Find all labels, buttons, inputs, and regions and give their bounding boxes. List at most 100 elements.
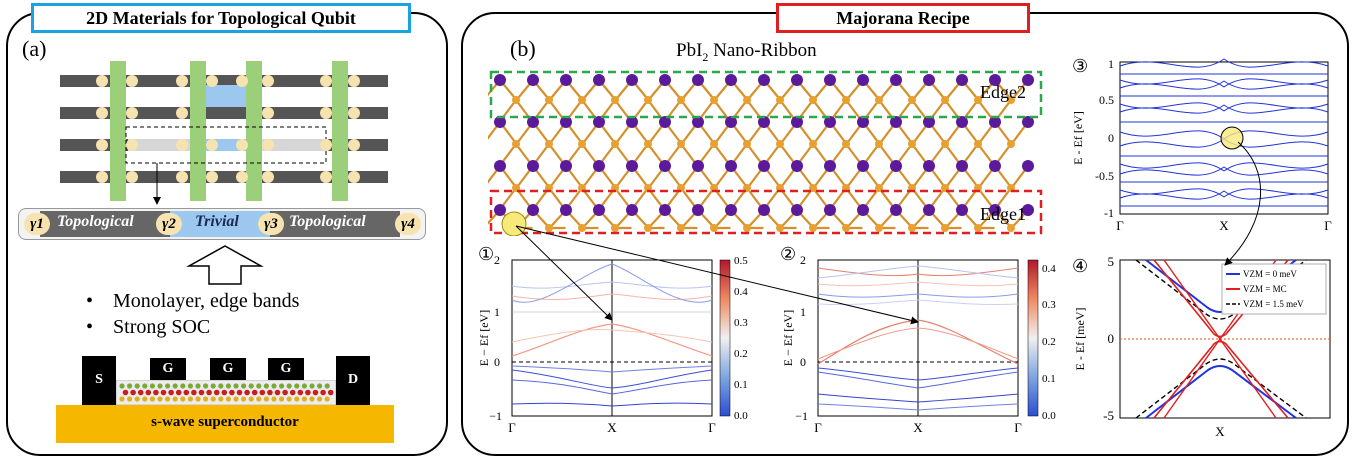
plot2-xtick-2: Γ xyxy=(1014,420,1022,435)
lead-atom xyxy=(875,140,883,148)
lead-atom xyxy=(842,96,850,104)
lead-atom xyxy=(974,140,982,148)
iodine-atom xyxy=(593,204,605,216)
plot3-ytick-2: 0 xyxy=(1108,131,1114,145)
gate-3 xyxy=(268,358,304,380)
gamma-3-label: γ3 xyxy=(258,213,284,235)
iodine-atom xyxy=(527,160,539,172)
ribbon-title-rest: Nano-Ribbon xyxy=(708,40,817,61)
iodine-atom xyxy=(560,116,572,128)
lead-atom xyxy=(545,224,553,232)
lead-atom xyxy=(644,140,652,148)
iodine-atom xyxy=(791,204,803,216)
iodine-atom xyxy=(725,74,737,86)
plot3-ytick-3: -0.5 xyxy=(1095,169,1114,183)
plot2-cbar-3: 0.1 xyxy=(1042,373,1056,385)
iodine-atom xyxy=(1022,160,1034,172)
lead-atom xyxy=(677,140,685,148)
iodine-atom xyxy=(923,116,935,128)
iodine-atom xyxy=(923,160,935,172)
bullet-1: • Monolayer, edge bands xyxy=(86,290,300,312)
iodine-atom xyxy=(692,74,704,86)
plot1-ytick-0: 2 xyxy=(494,253,500,267)
plot4-ylabel: E - Ef [meV] xyxy=(1073,308,1087,371)
iodine-atom xyxy=(692,204,704,216)
plot1-xtick-1: X xyxy=(607,420,617,435)
band-plot-4: VZM = 0 meV VZM = MC VZM = 1.5 meV ④ 5 0… xyxy=(1072,254,1331,439)
substrate-layer xyxy=(56,405,394,443)
iodine-atom xyxy=(659,160,671,172)
topological-segment-left xyxy=(40,211,170,237)
topological-label-left: Topological xyxy=(57,213,134,230)
iodine-atom xyxy=(527,204,539,216)
lead-atom xyxy=(941,96,949,104)
lead-atom xyxy=(644,96,652,104)
gate-2 xyxy=(210,358,246,380)
iodine-atom xyxy=(989,204,1001,216)
lead-atom xyxy=(578,140,586,148)
plot3-xtick-0: Γ xyxy=(1116,218,1124,233)
lead-atom xyxy=(611,140,619,148)
lead-atom xyxy=(710,140,718,148)
plot3-xtick-2: Γ xyxy=(1324,218,1332,233)
iodine-atom xyxy=(791,74,803,86)
iodine-atom xyxy=(593,74,605,86)
iodine-atom xyxy=(494,160,506,172)
plot2-ytick-2: 0 xyxy=(800,355,806,369)
source-label: S xyxy=(95,372,103,387)
iodine-atom xyxy=(659,116,671,128)
plot1-ylabel: E − Ef [eV] xyxy=(477,310,491,366)
iodine-atom xyxy=(758,74,770,86)
material-layer xyxy=(116,380,336,405)
plot2-xtick-1: X xyxy=(913,420,923,435)
left-panel-header: 2D Materials for Topological Qubit xyxy=(31,3,411,33)
plot3-ytick-4: -1 xyxy=(1104,206,1114,220)
iodine-atom xyxy=(725,160,737,172)
lead-atom xyxy=(710,224,718,232)
iodine-atom xyxy=(923,204,935,216)
drain-contact xyxy=(336,356,370,405)
edge2-label: Edge2 xyxy=(980,82,1026,102)
iodine-atom xyxy=(791,116,803,128)
lead-atom xyxy=(512,140,520,148)
iodine-atom xyxy=(527,74,539,86)
iodine-atom xyxy=(626,160,638,172)
lead-atom xyxy=(809,140,817,148)
substrate-label: s-wave superconductor xyxy=(151,414,299,430)
plot3-ytick-1: 0.5 xyxy=(1099,93,1114,107)
band-plot-3: ③ 1 0.5 0 -0.5 -1 Γ X Γ E - Ef [eV] xyxy=(1071,56,1332,233)
iodine-atom xyxy=(758,204,770,216)
iodine-atom xyxy=(890,74,902,86)
plot1-cbar-5: 0.0 xyxy=(734,410,748,422)
lead-atom xyxy=(1007,96,1015,104)
lead-atom xyxy=(974,224,982,232)
lead-atom xyxy=(1007,224,1015,232)
iodine-atom xyxy=(890,160,902,172)
drain-label: D xyxy=(347,372,359,387)
gate-3-label: G xyxy=(280,361,292,376)
source-contact xyxy=(82,356,116,405)
edge1-label: Edge1 xyxy=(980,204,1026,224)
plot4-ytick-2: -5 xyxy=(1103,408,1114,423)
lead-atom xyxy=(578,96,586,104)
qubit-wire-schematic xyxy=(60,61,388,205)
lead-atom xyxy=(545,140,553,148)
plot3-xtick-1: X xyxy=(1219,218,1229,233)
iodine-atom xyxy=(824,74,836,86)
iodine-atom xyxy=(494,204,506,216)
lead-atom xyxy=(809,224,817,232)
iodine-atom xyxy=(560,204,572,216)
iodine-atom xyxy=(824,116,836,128)
lead-atom xyxy=(908,224,916,232)
plot1-xtick-0: Γ xyxy=(508,420,516,435)
iodine-atom xyxy=(758,160,770,172)
plot2-marker: ② xyxy=(780,244,796,264)
plot4-xtick-0: X xyxy=(1215,424,1225,439)
lead-atom xyxy=(545,96,553,104)
band-plot-2: ② 2 1 0 −1 Γ X Γ E − Ef [eV] 0.4 0.3 0.2… xyxy=(780,244,1056,435)
right-panel-header: Majorana Recipe xyxy=(776,3,1030,33)
plot1-ytick-2: 0 xyxy=(494,355,500,369)
lead-atom xyxy=(908,140,916,148)
lead-atom xyxy=(611,96,619,104)
